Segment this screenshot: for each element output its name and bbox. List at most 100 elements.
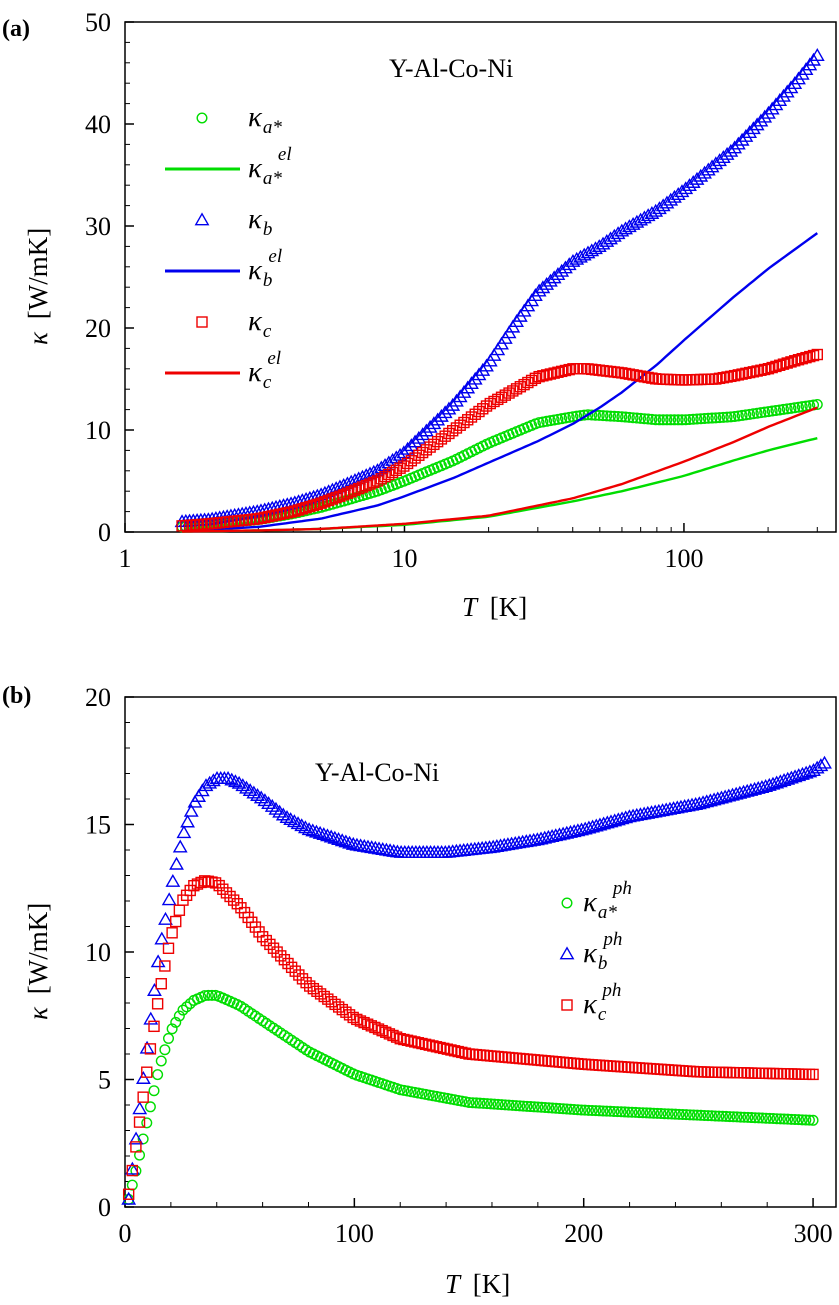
panel-b-point-κbph [246,785,262,799]
panel-b-point-κa*ph [152,1069,164,1081]
panel-b-point-κcph [351,1013,363,1026]
panel-b-point-κbph [297,820,313,834]
panel-a-point-κb [809,48,825,62]
panel-b-point-κa*ph [793,1114,805,1126]
panel-b-point-κa*ph [177,1004,189,1016]
panel-a-x-tick-label: 10 [391,544,417,573]
panel-a-point-κc [285,506,297,518]
panel-b-point-κbph [323,829,339,843]
panel-b-point-κcph [677,1065,689,1077]
panel-a-point-κc [484,397,496,410]
panel-b-point-κbph [169,856,184,870]
panel-a-legend-label: κbel [248,246,282,291]
panel-a-point-κb [633,212,649,226]
panel-a-y-tick-label: 20 [85,314,111,343]
panel-a-point-κb [618,221,633,235]
panel-b-point-κcph [452,1045,464,1058]
panel-b-point-κcph [470,1048,482,1061]
panel-a-point-κa* [699,413,711,425]
panel-b-point-κcph [293,969,305,981]
panel-a-point-κc [698,373,711,386]
panel-b-point-κbph [128,1131,144,1145]
panel-b-point-κcph [629,1061,642,1074]
panel-a-point-κa* [642,413,654,425]
panel-a-point-κa* [605,410,617,422]
panel-a-point-κc [488,395,500,408]
panel-b-point-κcph [724,1066,736,1079]
panel-a-point-κb [779,84,795,98]
panel-b-point-κa*ph [557,1103,569,1115]
panel-a-point-κc [796,352,808,365]
panel-a-point-κa* [653,414,665,426]
panel-b-point-κcph [593,1059,606,1071]
panel-a-point-κa* [646,413,658,425]
panel-b-point-κa*ph [510,1100,522,1112]
panel-a-point-κc [762,362,775,375]
panel-b-point-κcph [521,1053,533,1065]
panel-b-point-κcph [807,1068,819,1081]
panel-a-point-κc [555,365,568,378]
panel-a-point-κa* [631,412,643,424]
panel-a-point-κc [691,373,703,386]
panel-b-point-κbph [183,803,199,817]
panel-b-point-κcph [785,1068,798,1080]
panel-a-point-κb [471,367,487,381]
panel-a-point-κa* [567,411,579,423]
panel-a-point-κc [379,470,391,483]
panel-b-point-κcph [358,1016,370,1029]
panel-a-point-κa* [736,409,748,421]
panel-a-point-κc [507,385,519,397]
panel-a-point-κa* [541,415,553,427]
panel-b-point-κa*ph [597,1105,609,1117]
panel-b-point-κa*ph [474,1097,486,1109]
panel-a-point-κb [452,389,468,403]
panel-b-point-κcph [611,1060,624,1073]
panel-a-point-κc [770,360,782,373]
panel-b-point-κa*ph [615,1106,627,1118]
panel-a-point-κb [543,273,558,287]
panel-b-point-κcph [459,1047,472,1059]
panel-a-point-κb [546,270,562,284]
panel-a-point-κb [727,140,743,154]
panel-b-point-κa*ph [166,1023,178,1035]
panel-a-legend-label: κcel [248,348,281,393]
panel-b-point-κcph [604,1060,616,1072]
panel-b-point-κcph [495,1051,508,1063]
panel-b-point-κbph [305,823,321,837]
panel-a-point-κc [337,489,350,501]
panel-a-x-tick-label: 1 [119,544,132,573]
panel-b-point-κcph [734,1067,747,1079]
panel-a-point-κc [540,369,553,381]
panel-b-point-κbph [242,783,258,797]
panel-b-data [121,755,832,1205]
panel-b-point-κa*ph [709,1110,721,1122]
panel-b-point-κcph [162,942,175,954]
panel-b-point-κcph [568,1057,580,1070]
panel-b-point-κcph [727,1066,740,1079]
panel-b-point-κbph [147,982,162,996]
panel-b-point-κbph [235,778,251,792]
panel-a-legend-label: κc [248,305,272,342]
panel-b-legend-marker [561,897,573,909]
panel-b-point-κa*ph [731,1111,743,1123]
panel-b-point-κa*ph [507,1099,519,1111]
panel-a-point-κa* [717,411,729,423]
panel-a-point-κb [806,52,821,66]
panel-a-point-κa* [770,404,782,416]
panel-b-point-κa*ph [173,1010,185,1022]
panel-b-point-κa*ph [612,1106,624,1118]
panel-a-point-κa* [676,414,688,426]
panel-a-point-κc [676,374,688,386]
panel-b-point-κbph [231,775,247,789]
panel-a-point-κb [573,249,588,263]
panel-b-point-κa*ph [159,1044,171,1056]
panel-b-point-κbph [338,834,354,848]
panel-a-point-κa* [744,408,756,420]
panel-b-point-κa*ph [662,1108,674,1120]
panel-a-point-κc [811,348,823,361]
panel-b-point-κa*ph [590,1105,602,1117]
panel-a-point-κc [664,373,677,386]
panel-b-point-κcph [680,1065,693,1077]
panel-b-point-κcph [763,1067,776,1080]
panel-b-point-κcph [481,1049,493,1062]
